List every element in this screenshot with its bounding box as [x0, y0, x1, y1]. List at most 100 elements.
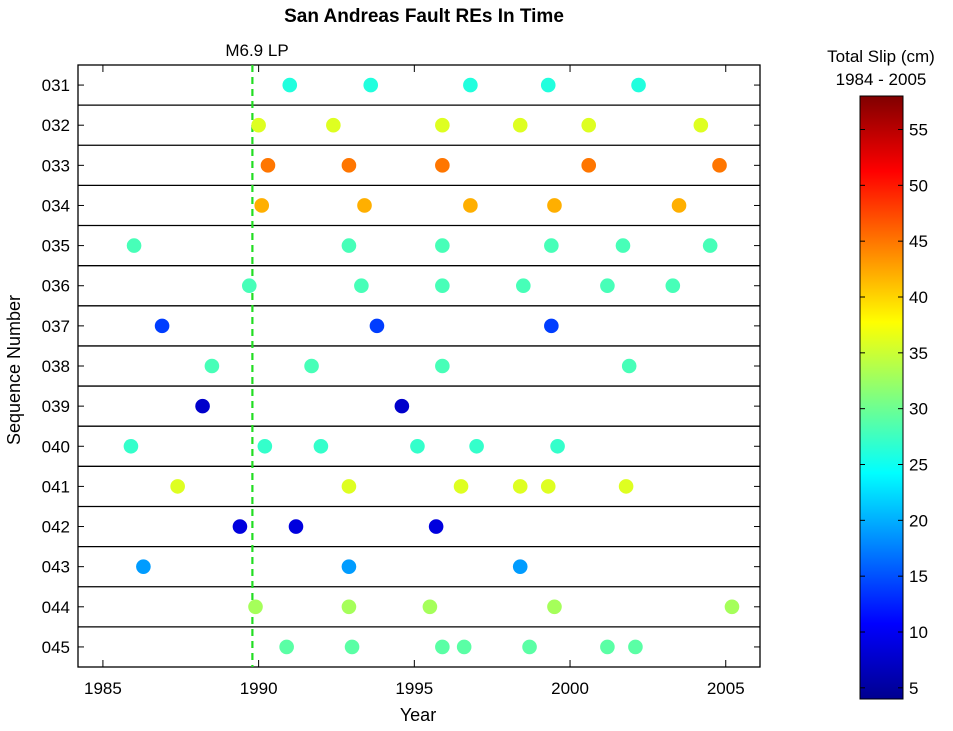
data-point [618, 479, 634, 494]
data-point [260, 158, 276, 173]
data-point [435, 639, 450, 655]
data-point [195, 398, 210, 414]
x-tick-label: 2000 [551, 679, 589, 698]
colorbar-tick-label: 10 [909, 623, 928, 642]
data-point [631, 77, 646, 93]
data-point [248, 599, 263, 615]
data-point [410, 438, 425, 454]
data-point [512, 479, 528, 494]
y-axis-label: Sequence Number [4, 295, 24, 445]
data-point [463, 77, 478, 93]
colorbar-tick-label: 40 [909, 288, 928, 307]
data-point [341, 599, 357, 615]
data-point [422, 599, 438, 615]
data-point [126, 238, 142, 253]
y-tick-label: 037 [42, 317, 70, 336]
y-tick-label: 033 [42, 156, 70, 175]
data-point [702, 238, 718, 253]
x-tick-label: 1985 [84, 679, 122, 698]
data-point [251, 117, 266, 133]
data-point [550, 438, 565, 454]
data-point [341, 479, 357, 494]
colorbar-gradient [859, 95, 904, 700]
data-point [341, 559, 357, 574]
data-point [394, 398, 410, 414]
colorbar-tick-label: 55 [909, 121, 928, 140]
data-point [123, 438, 139, 454]
x-tick-label: 2005 [707, 679, 745, 698]
data-point [456, 639, 472, 655]
data-point [469, 438, 484, 454]
data-point [435, 158, 450, 173]
data-point [628, 639, 643, 655]
data-point [363, 77, 379, 93]
data-point [354, 278, 369, 294]
data-point [232, 519, 248, 534]
data-point [512, 559, 528, 574]
data-point [581, 158, 597, 173]
data-point [671, 198, 687, 213]
data-point [665, 278, 681, 294]
data-point [435, 358, 450, 374]
plot-area: 031 032 033 034 035 036 037 038 039 040 041 042 043 0… [42, 64, 761, 698]
data-point [136, 559, 151, 574]
data-point [540, 479, 556, 494]
data-point [369, 318, 385, 334]
data-point [600, 278, 615, 294]
x-tick-label: 1995 [395, 679, 433, 698]
data-point [282, 77, 298, 93]
colorbar-tick-label: 50 [909, 176, 928, 195]
plot-frame [77, 64, 761, 668]
y-tick-label: 044 [42, 598, 70, 617]
data-point [304, 358, 319, 374]
data-point [435, 238, 450, 253]
colorbar: 5 10 15 20 25 30 35 40 45 50 55 [859, 95, 928, 700]
data-point [341, 238, 357, 253]
y-tick-label: 038 [42, 357, 70, 376]
data-point [463, 198, 478, 213]
y-tick-label: 034 [42, 196, 70, 215]
data-point [154, 318, 170, 334]
x-tick-label: 1990 [240, 679, 278, 698]
data-point [544, 318, 559, 334]
y-tick-label: 043 [42, 558, 70, 577]
colorbar-label-line-1: Total Slip (cm) [827, 47, 935, 66]
data-point [522, 639, 537, 655]
y-tick-label: 031 [42, 76, 70, 95]
data-point [170, 479, 185, 494]
colorbar-tick-label: 35 [909, 344, 928, 363]
data-point [600, 639, 615, 655]
data-point [254, 198, 270, 213]
data-point [428, 519, 444, 534]
colorbar-tick-label: 5 [909, 679, 918, 698]
data-point [326, 117, 341, 133]
y-tick-label: 040 [42, 437, 70, 456]
colorbar-tick-label: 30 [909, 400, 928, 419]
x-axis-label: Year [400, 705, 436, 725]
data-point [357, 198, 372, 213]
y-tick-label: 042 [42, 518, 70, 537]
y-tick-label: 035 [42, 237, 70, 256]
data-point [615, 238, 631, 253]
colorbar-label-line-2: 1984 - 2005 [836, 70, 927, 89]
data-point [581, 117, 597, 133]
data-point [516, 278, 531, 294]
data-point [279, 639, 294, 655]
data-point [344, 639, 360, 655]
data-point [204, 358, 220, 374]
y-tick-label: 041 [42, 477, 70, 496]
colorbar-tick-label: 45 [909, 232, 928, 251]
data-point [621, 358, 637, 374]
data-point [288, 519, 304, 534]
data-point [241, 278, 257, 294]
data-point [724, 599, 740, 615]
y-tick-label: 039 [42, 397, 70, 416]
data-point [712, 158, 727, 173]
colorbar-tick-label: 15 [909, 567, 928, 586]
data-point [547, 599, 562, 615]
data-point [544, 238, 559, 253]
colorbar-tick-label: 20 [909, 511, 928, 530]
data-point [693, 117, 709, 133]
data-point [547, 198, 562, 213]
data-point [435, 278, 450, 294]
